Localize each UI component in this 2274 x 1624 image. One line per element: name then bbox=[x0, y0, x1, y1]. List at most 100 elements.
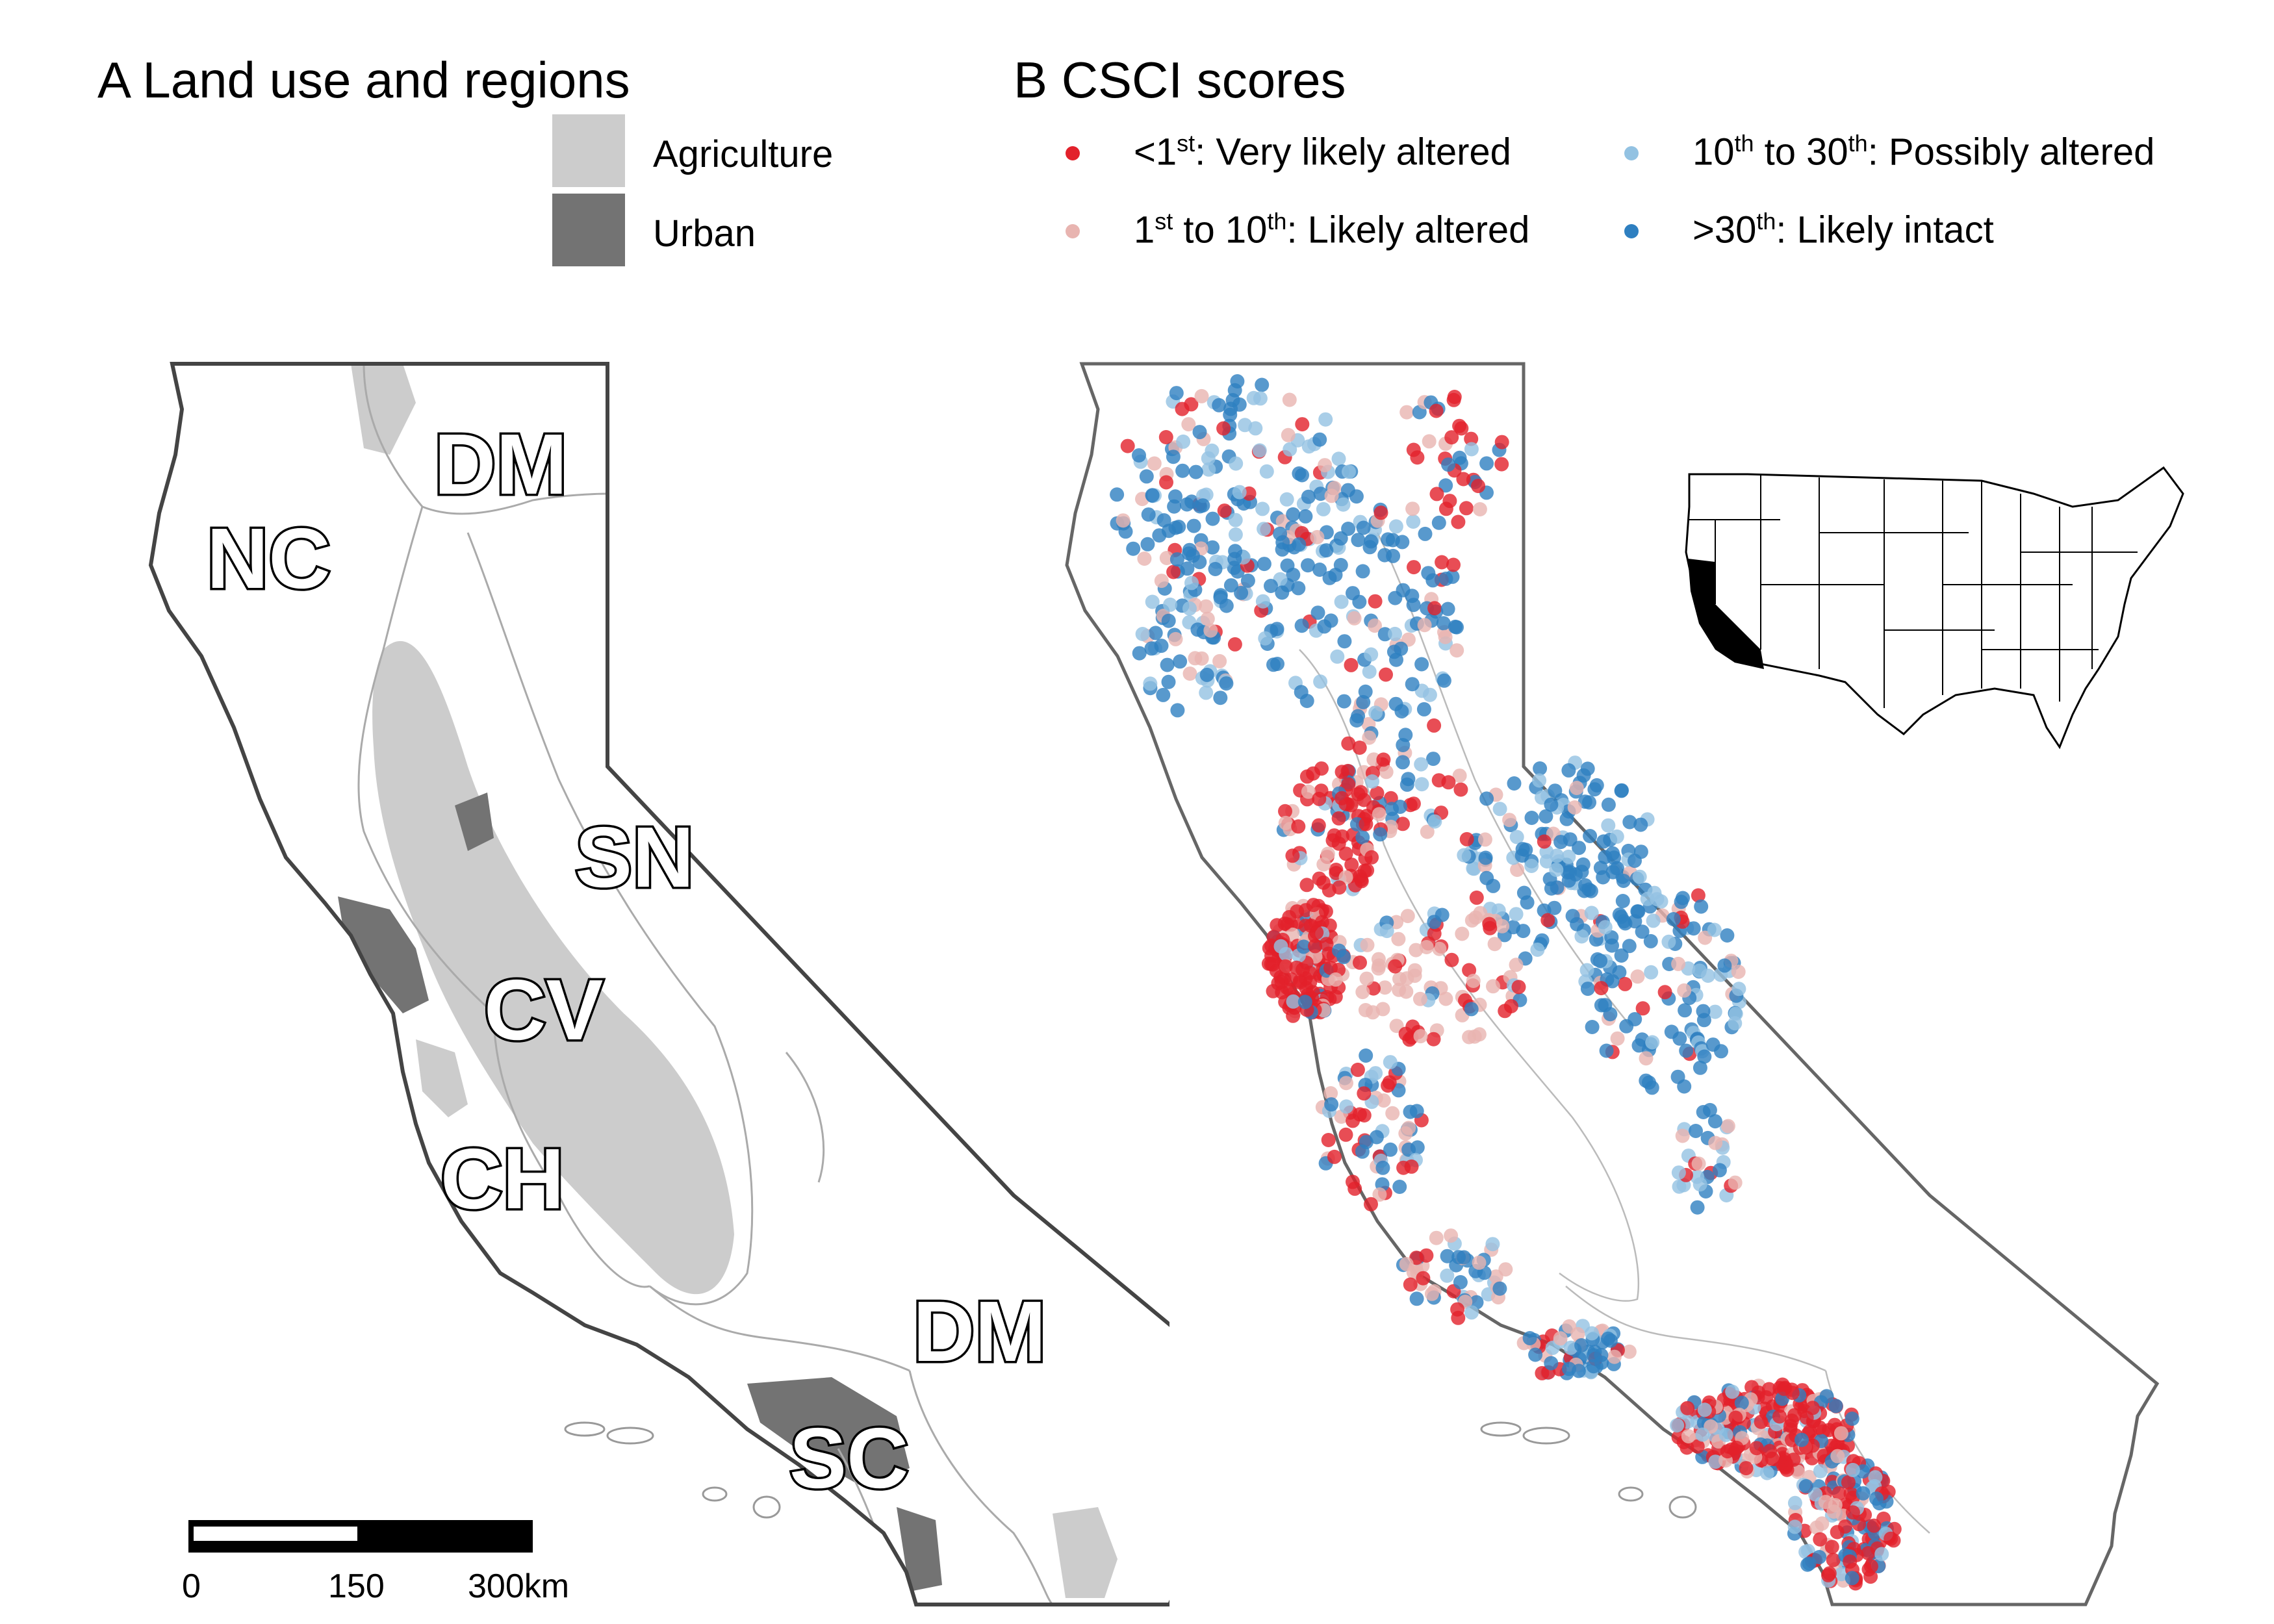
sample-point bbox=[1672, 1031, 1687, 1046]
sample-point bbox=[1754, 1414, 1769, 1429]
sample-point bbox=[1396, 817, 1410, 831]
sample-point bbox=[1431, 515, 1446, 530]
sample-point bbox=[1275, 535, 1290, 550]
sample-point bbox=[1219, 676, 1234, 691]
sample-point bbox=[1195, 498, 1210, 513]
sample-point bbox=[1312, 871, 1327, 886]
sample-point bbox=[1154, 574, 1169, 589]
sample-point bbox=[1444, 952, 1459, 967]
sample-point bbox=[1279, 492, 1294, 507]
sample-point bbox=[1478, 850, 1493, 865]
sample-point bbox=[1148, 626, 1163, 641]
sample-point bbox=[1650, 892, 1665, 907]
sample-point bbox=[1826, 1504, 1841, 1519]
sample-point bbox=[1273, 939, 1288, 954]
sample-point bbox=[1422, 687, 1437, 702]
sample-point bbox=[1264, 957, 1279, 972]
sample-point bbox=[1812, 1420, 1827, 1435]
sample-point bbox=[1410, 450, 1425, 465]
sample-point bbox=[1292, 537, 1307, 552]
sample-point bbox=[1622, 815, 1637, 830]
sample-point bbox=[1833, 1426, 1848, 1441]
sample-point bbox=[1274, 974, 1289, 989]
sample-point bbox=[1377, 980, 1392, 995]
sample-point bbox=[1440, 1249, 1455, 1263]
sample-point bbox=[1377, 627, 1392, 642]
sample-point bbox=[1550, 848, 1565, 863]
sample-point bbox=[1761, 1382, 1776, 1397]
sample-point bbox=[1388, 626, 1402, 641]
sample-point bbox=[1818, 1495, 1833, 1510]
sample-point bbox=[1192, 425, 1207, 440]
scale-bar bbox=[188, 1520, 533, 1553]
sample-point bbox=[1593, 861, 1608, 875]
sample-point bbox=[1179, 497, 1194, 512]
sample-point bbox=[1401, 1121, 1416, 1136]
sample-point bbox=[1357, 1086, 1372, 1101]
sample-point bbox=[1318, 904, 1333, 919]
sample-point bbox=[1603, 1333, 1618, 1348]
sample-point bbox=[1316, 501, 1331, 516]
sample-point bbox=[1680, 1440, 1694, 1455]
sample-point bbox=[1331, 836, 1346, 851]
sample-point bbox=[1813, 1532, 1828, 1547]
sample-point bbox=[1729, 1440, 1744, 1455]
sample-point bbox=[1812, 1550, 1827, 1564]
sample-point bbox=[1382, 1075, 1397, 1090]
sample-point bbox=[1246, 390, 1261, 405]
sample-point bbox=[1457, 848, 1472, 863]
sample-point bbox=[1318, 412, 1333, 427]
region-label-dm-north: DM bbox=[434, 416, 567, 512]
sample-point bbox=[1457, 1250, 1472, 1265]
sample-point bbox=[1336, 497, 1351, 512]
sample-point bbox=[1632, 869, 1647, 884]
sample-point bbox=[1863, 1559, 1878, 1574]
sample-point bbox=[1808, 1487, 1823, 1502]
sample-point bbox=[1586, 1359, 1601, 1374]
sample-point bbox=[1291, 581, 1306, 596]
sample-point bbox=[1563, 1340, 1578, 1355]
sample-point bbox=[1379, 924, 1394, 939]
sample-point bbox=[1313, 487, 1328, 501]
sample-point bbox=[1675, 1128, 1690, 1143]
sample-point bbox=[1301, 489, 1316, 504]
sample-point bbox=[1666, 912, 1681, 926]
sample-point bbox=[1337, 634, 1352, 649]
sample-point bbox=[1510, 863, 1525, 877]
sample-point bbox=[1693, 1060, 1707, 1075]
sample-point bbox=[1689, 1124, 1703, 1138]
sample-point bbox=[1331, 811, 1346, 826]
sample-point bbox=[1601, 818, 1616, 833]
sample-point bbox=[1728, 1175, 1743, 1190]
legend-dot-possibly-altered bbox=[1624, 146, 1639, 160]
sample-point bbox=[1182, 601, 1197, 616]
sample-point bbox=[1364, 850, 1379, 865]
sample-point bbox=[1347, 611, 1362, 626]
sample-point bbox=[1368, 594, 1383, 609]
sample-point bbox=[1392, 800, 1407, 814]
sample-point bbox=[1412, 991, 1427, 1006]
sample-point bbox=[1574, 929, 1589, 944]
legend-label-very-likely-altered: <1st: Very likely altered bbox=[1134, 130, 1511, 173]
sample-point bbox=[1360, 937, 1375, 952]
sample-point bbox=[1199, 667, 1214, 682]
sample-point bbox=[1466, 861, 1481, 876]
sample-point bbox=[1524, 859, 1539, 873]
sample-point bbox=[1495, 919, 1510, 933]
sample-point bbox=[1462, 1030, 1477, 1045]
sample-point bbox=[1335, 791, 1349, 806]
sample-point bbox=[1277, 916, 1292, 931]
state-borders bbox=[1689, 474, 2138, 708]
sample-point bbox=[1156, 687, 1171, 702]
sample-point bbox=[1639, 1051, 1654, 1066]
sample-point bbox=[1388, 696, 1403, 711]
sample-point bbox=[1488, 1269, 1503, 1284]
sample-point bbox=[1644, 965, 1659, 980]
sample-point bbox=[1334, 594, 1349, 609]
sample-point bbox=[1376, 752, 1391, 767]
sample-point bbox=[1466, 974, 1481, 988]
sample-point bbox=[1166, 565, 1181, 579]
sample-point bbox=[1425, 573, 1440, 588]
sample-point bbox=[1594, 1348, 1609, 1362]
sample-point bbox=[1863, 1569, 1878, 1584]
